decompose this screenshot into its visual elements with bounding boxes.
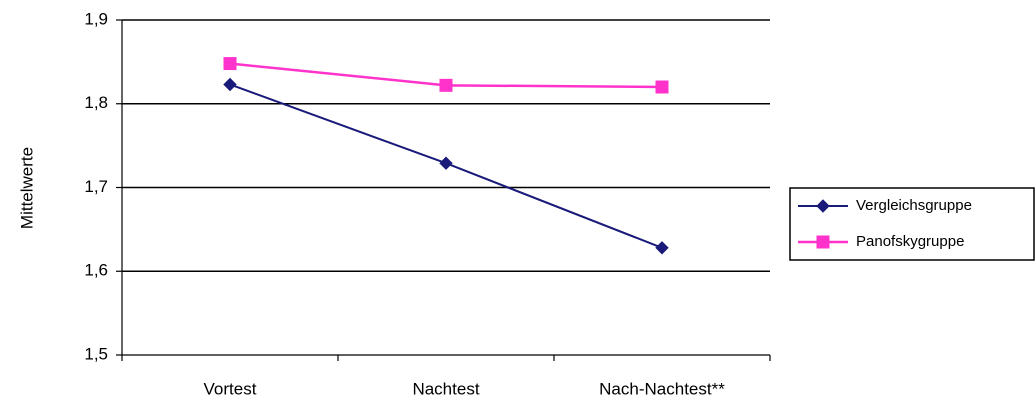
data-point: [223, 77, 237, 92]
series-group: [223, 57, 669, 255]
grid-lines: [122, 19, 770, 272]
y-tick-label: 1,8: [84, 93, 108, 112]
y-tick-label: 1,7: [84, 177, 108, 196]
y-axis-title: Mittelwerte: [17, 147, 36, 229]
legend-marker: [816, 235, 830, 249]
axes: [116, 19, 771, 361]
x-tick-label: Nachtest: [412, 379, 479, 398]
series-vergleichsgruppe: [223, 77, 669, 255]
y-tick-label: 1,9: [84, 9, 108, 28]
data-point: [655, 241, 669, 255]
y-tick-label: 1,6: [84, 261, 108, 280]
legend: Vergleichsgruppe Panofskygruppe: [789, 187, 1035, 261]
y-tick-labels: 1,5 1,6 1,7 1,8 1,9: [84, 9, 108, 363]
legend-marker: [816, 199, 830, 213]
data-point: [439, 78, 453, 92]
y-tick-label: 1,5: [84, 344, 108, 363]
legend-label: Vergleichsgruppe: [856, 197, 972, 214]
x-tick-labels: Vortest Nachtest Nach-Nachtest**: [204, 379, 726, 398]
data-point: [223, 57, 237, 71]
series-panofskygruppe: [223, 57, 669, 94]
x-tick-label: Nach-Nachtest**: [599, 379, 725, 398]
data-point: [439, 156, 453, 170]
data-point: [655, 80, 669, 94]
x-tick-label: Vortest: [204, 379, 257, 398]
legend-box: [789, 187, 1035, 261]
legend-label: Panofskygruppe: [856, 233, 964, 250]
